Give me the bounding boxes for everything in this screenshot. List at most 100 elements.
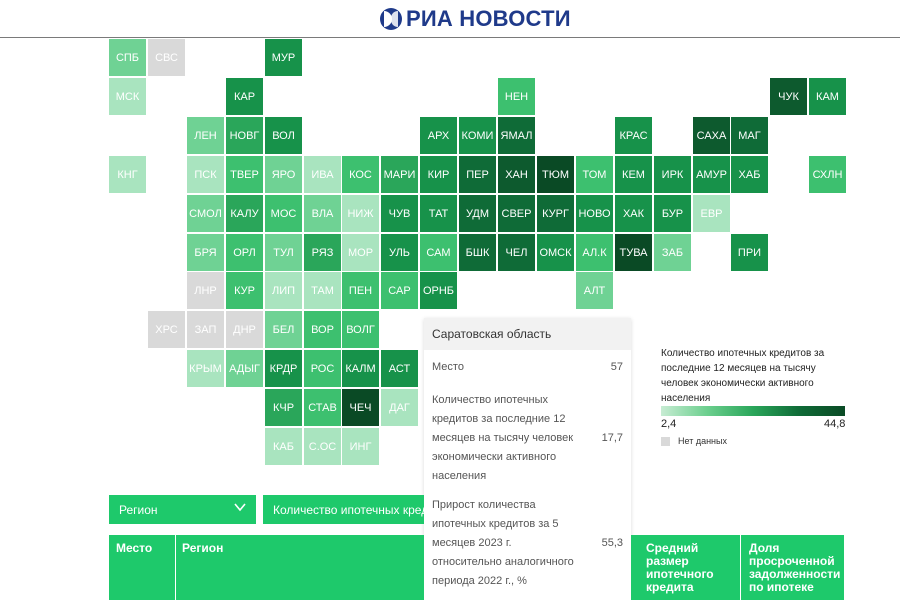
region-tile[interactable]: МАРИ — [381, 156, 418, 193]
region-tile[interactable]: ТОМ — [576, 156, 613, 193]
column-divider — [175, 535, 176, 600]
region-tile[interactable]: ЕВР — [693, 195, 730, 232]
region-tile[interactable]: МОС — [265, 195, 302, 232]
region-tile[interactable]: ЧЕЧ — [342, 389, 379, 426]
region-tooltip: Саратовская область Место 57 Количество … — [424, 318, 631, 600]
region-tile[interactable]: САР — [381, 272, 418, 309]
region-tile[interactable]: ПСК — [187, 156, 224, 193]
region-tile[interactable]: АДЫГ — [226, 350, 263, 387]
ria-logo[interactable]: РИА НОВОСТИ — [380, 6, 571, 32]
region-tile[interactable]: БУР — [654, 195, 691, 232]
region-tile[interactable]: ДАГ — [381, 389, 418, 426]
region-tile[interactable]: СМОЛ — [187, 195, 224, 232]
region-tile[interactable]: КРАС — [615, 117, 652, 154]
region-tile[interactable]: КОС — [342, 156, 379, 193]
region-tile[interactable]: АРХ — [420, 117, 457, 154]
column-header-region[interactable]: Регион — [182, 541, 224, 555]
region-tile[interactable]: УЛЬ — [381, 234, 418, 271]
region-tile[interactable]: САХА — [693, 117, 730, 154]
region-tile[interactable]: ВОЛГ — [342, 311, 379, 348]
region-tile[interactable]: ЧУВ — [381, 195, 418, 232]
region-tile[interactable]: МАГ — [731, 117, 768, 154]
region-tile[interactable]: ИВА — [304, 156, 341, 193]
region-tile[interactable]: ХРС — [148, 311, 185, 348]
region-tile[interactable]: ТВЕР — [226, 156, 263, 193]
region-tile[interactable]: ИНГ — [342, 428, 379, 465]
region-select[interactable]: Регион — [109, 495, 256, 524]
region-tile[interactable]: СВЕР — [498, 195, 535, 232]
region-tile[interactable]: ТАМ — [304, 272, 341, 309]
region-tile[interactable]: КЕМ — [615, 156, 652, 193]
region-tile[interactable]: ЛЕН — [187, 117, 224, 154]
region-tile[interactable]: ЛНР — [187, 272, 224, 309]
region-tile[interactable]: КРЫМ — [187, 350, 224, 387]
column-header-overdue-share[interactable]: Доля просроченной задолженности по ипоте… — [749, 541, 841, 594]
region-tile[interactable]: ТУВА — [615, 234, 652, 271]
region-tile[interactable]: РЯЗ — [304, 234, 341, 271]
region-tile[interactable]: КАЛУ — [226, 195, 263, 232]
region-tile[interactable]: ОРНБ — [420, 272, 457, 309]
column-header-avg-loan[interactable]: Средний размер ипотечного кредита — [646, 541, 714, 594]
region-tile[interactable]: АЛТ — [576, 272, 613, 309]
region-tile[interactable]: НИЖ — [342, 195, 379, 232]
region-tile[interactable]: УДМ — [459, 195, 496, 232]
region-tile[interactable]: ПЕР — [459, 156, 496, 193]
region-tile[interactable]: ОМСК — [537, 234, 574, 271]
region-tile[interactable]: КАЛМ — [342, 350, 379, 387]
column-header-rank[interactable]: Место — [116, 541, 153, 555]
region-tile[interactable]: МУР — [265, 39, 302, 76]
region-tile[interactable]: ВОЛ — [265, 117, 302, 154]
region-tile[interactable]: ИРК — [654, 156, 691, 193]
region-tile[interactable]: ЛИП — [265, 272, 302, 309]
region-tile[interactable]: АМУР — [693, 156, 730, 193]
region-tile[interactable]: ЯРО — [265, 156, 302, 193]
region-tile[interactable]: ХАК — [615, 195, 652, 232]
region-tile[interactable]: ВОР — [304, 311, 341, 348]
region-tile[interactable]: КАМ — [809, 78, 846, 115]
region-tile[interactable]: ХАБ — [731, 156, 768, 193]
region-tile[interactable]: КИР — [420, 156, 457, 193]
region-tile[interactable]: НЕН — [498, 78, 535, 115]
region-tile[interactable]: ЯМАЛ — [498, 117, 535, 154]
region-tile[interactable]: БШК — [459, 234, 496, 271]
region-tile[interactable]: СТАВ — [304, 389, 341, 426]
region-tile[interactable]: БРЯ — [187, 234, 224, 271]
region-tile[interactable]: ПЕН — [342, 272, 379, 309]
region-tile[interactable]: СХЛН — [809, 156, 846, 193]
region-tile[interactable]: ВЛА — [304, 195, 341, 232]
region-tile[interactable]: СПБ — [109, 39, 146, 76]
region-tile[interactable]: КЧР — [265, 389, 302, 426]
region-tile[interactable]: ЗАП — [187, 311, 224, 348]
region-tile[interactable]: КУРГ — [537, 195, 574, 232]
region-tile[interactable]: ЧЕЛ — [498, 234, 535, 271]
region-tile[interactable]: КРДР — [265, 350, 302, 387]
region-tile[interactable]: НОВО — [576, 195, 613, 232]
region-tile[interactable]: КНГ — [109, 156, 146, 193]
table-header-right: Средний размер ипотечного кредита Доля п… — [631, 535, 844, 600]
region-tile[interactable]: САМ — [420, 234, 457, 271]
chevron-down-icon — [234, 503, 246, 512]
region-tile[interactable]: БЕЛ — [265, 311, 302, 348]
region-tile[interactable]: ЗАБ — [654, 234, 691, 271]
region-tile[interactable]: РОС — [304, 350, 341, 387]
region-tile[interactable]: СВС — [148, 39, 185, 76]
region-tile[interactable]: КОМИ — [459, 117, 496, 154]
region-tile[interactable]: ДНР — [226, 311, 263, 348]
region-tile[interactable]: КАБ — [265, 428, 302, 465]
region-tile[interactable]: ХАН — [498, 156, 535, 193]
region-tile[interactable]: ТУЛ — [265, 234, 302, 271]
region-tile[interactable]: АЛ.К — [576, 234, 613, 271]
region-tile[interactable]: ОРЛ — [226, 234, 263, 271]
region-tile[interactable]: АСТ — [381, 350, 418, 387]
region-tile[interactable]: НОВГ — [226, 117, 263, 154]
region-tile[interactable]: МОР — [342, 234, 379, 271]
region-tile[interactable]: КУР — [226, 272, 263, 309]
region-tile[interactable]: КАР — [226, 78, 263, 115]
region-tile[interactable]: ТЮМ — [537, 156, 574, 193]
region-tile[interactable]: ТАТ — [420, 195, 457, 232]
region-tile[interactable]: ПРИ — [731, 234, 768, 271]
region-tile[interactable]: ЧУК — [770, 78, 807, 115]
region-tile[interactable]: С.ОС — [304, 428, 341, 465]
metric-select[interactable]: Количество ипотечных кредитов за последн… — [263, 495, 424, 524]
region-tile[interactable]: МСК — [109, 78, 146, 115]
